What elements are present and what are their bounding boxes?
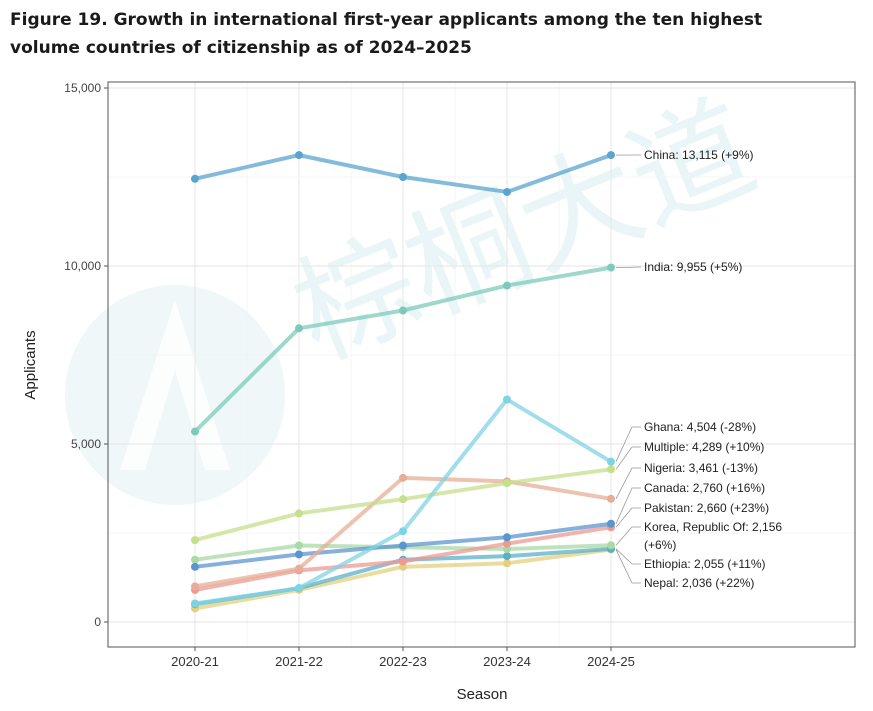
y-tick-label: 10,000 bbox=[64, 259, 101, 273]
label-leader-line bbox=[615, 487, 641, 524]
y-tick-label: 5,000 bbox=[71, 437, 101, 451]
x-tick-label: 2024-25 bbox=[587, 654, 635, 669]
x-tick-label: 2020-21 bbox=[171, 654, 219, 669]
data-point-ghana bbox=[295, 584, 303, 593]
data-point-pakistan bbox=[399, 557, 407, 566]
data-point-india bbox=[399, 306, 407, 315]
data-point-india bbox=[503, 281, 511, 290]
data-point-korea-republic-of bbox=[607, 541, 615, 550]
data-point-canada bbox=[399, 541, 407, 550]
data-point-ethiopia bbox=[503, 552, 511, 561]
data-point-pakistan bbox=[503, 539, 511, 548]
data-point-nigeria bbox=[295, 564, 303, 573]
figure-title-line-2: volume countries of citizenship as of 20… bbox=[10, 38, 472, 58]
series-label-pakistan: Pakistan: 2,660 (+23%) bbox=[644, 501, 769, 515]
x-tick-label: 2022-23 bbox=[379, 654, 427, 669]
data-point-nigeria bbox=[191, 582, 199, 591]
data-point-ghana bbox=[503, 395, 511, 404]
label-leader-line bbox=[615, 549, 641, 584]
series-label-korea-republic-of: Korea, Republic Of: 2,156 bbox=[644, 520, 782, 534]
watermark-logo-circle bbox=[65, 285, 285, 505]
data-point-multiple bbox=[399, 495, 407, 504]
label-leader-line bbox=[615, 467, 641, 499]
series-label-canada: Canada: 2,760 (+16%) bbox=[644, 481, 765, 495]
data-point-ghana bbox=[191, 599, 199, 608]
y-tick-label: 0 bbox=[94, 615, 101, 629]
y-tick-label: 15,000 bbox=[64, 81, 101, 95]
series-label-korea-republic-of: (+6%) bbox=[644, 538, 676, 552]
data-point-korea-republic-of bbox=[295, 541, 303, 550]
label-leader-line bbox=[615, 548, 641, 565]
data-point-multiple bbox=[295, 509, 303, 518]
watermark-logo-mark bbox=[120, 300, 230, 470]
label-leader-line bbox=[615, 446, 641, 470]
series-label-china: China: 13,115 (+9%) bbox=[644, 148, 754, 162]
data-point-nigeria bbox=[607, 494, 615, 503]
series-lines bbox=[191, 151, 615, 613]
data-point-multiple bbox=[607, 465, 615, 474]
series-label-multiple: Multiple: 4,289 (+10%) bbox=[644, 440, 764, 454]
y-axis-label: Applicants bbox=[22, 330, 39, 399]
data-point-india bbox=[607, 263, 615, 272]
data-point-canada bbox=[607, 519, 615, 528]
data-point-india bbox=[295, 324, 303, 333]
data-point-korea-republic-of bbox=[191, 555, 199, 564]
x-axis: 2020-21 2021-22 2022-23 2023-24 2024-25 bbox=[171, 647, 635, 669]
data-point-canada bbox=[295, 550, 303, 559]
data-point-china bbox=[295, 151, 303, 160]
figure-title: Figure 19. Growth in international first… bbox=[10, 6, 860, 62]
figure-title-line-1: Figure 19. Growth in international first… bbox=[10, 10, 763, 30]
series-label-india: India: 9,955 (+5%) bbox=[644, 260, 742, 274]
data-point-ghana bbox=[607, 457, 615, 466]
series-label-ethiopia: Ethiopia: 2,055 (+11%) bbox=[644, 557, 766, 571]
x-tick-label: 2021-22 bbox=[275, 654, 323, 669]
label-leader-line bbox=[615, 526, 641, 546]
x-tick-label: 2023-24 bbox=[483, 654, 531, 669]
series-labels: China: 13,115 (+9%) India: 9,955 (+5%) Gha… bbox=[615, 148, 782, 590]
data-point-nepal bbox=[503, 559, 511, 568]
data-point-ghana bbox=[399, 527, 407, 536]
data-point-canada bbox=[503, 533, 511, 542]
label-leader-line bbox=[615, 426, 641, 462]
plot-panel-border bbox=[107, 81, 856, 648]
x-axis-label: Season bbox=[457, 686, 508, 703]
data-point-canada bbox=[191, 562, 199, 571]
data-point-china bbox=[191, 174, 199, 183]
data-point-china bbox=[607, 151, 615, 160]
series-label-ghana: Ghana: 4,504 (-28%) bbox=[644, 420, 756, 434]
data-point-china bbox=[503, 187, 511, 196]
label-leader-line bbox=[615, 266, 642, 269]
y-axis: 0 5,000 10,000 15,000 bbox=[64, 81, 108, 629]
data-point-multiple bbox=[503, 479, 511, 488]
label-leader-line bbox=[615, 507, 641, 528]
data-point-multiple bbox=[191, 536, 199, 545]
series-label-nepal: Nepal: 2,036 (+22%) bbox=[644, 576, 754, 590]
series-label-nigeria: Nigeria: 3,461 (-13%) bbox=[644, 461, 758, 475]
data-point-china bbox=[399, 173, 407, 181]
data-point-nigeria bbox=[399, 473, 407, 482]
data-point-india bbox=[191, 427, 199, 436]
